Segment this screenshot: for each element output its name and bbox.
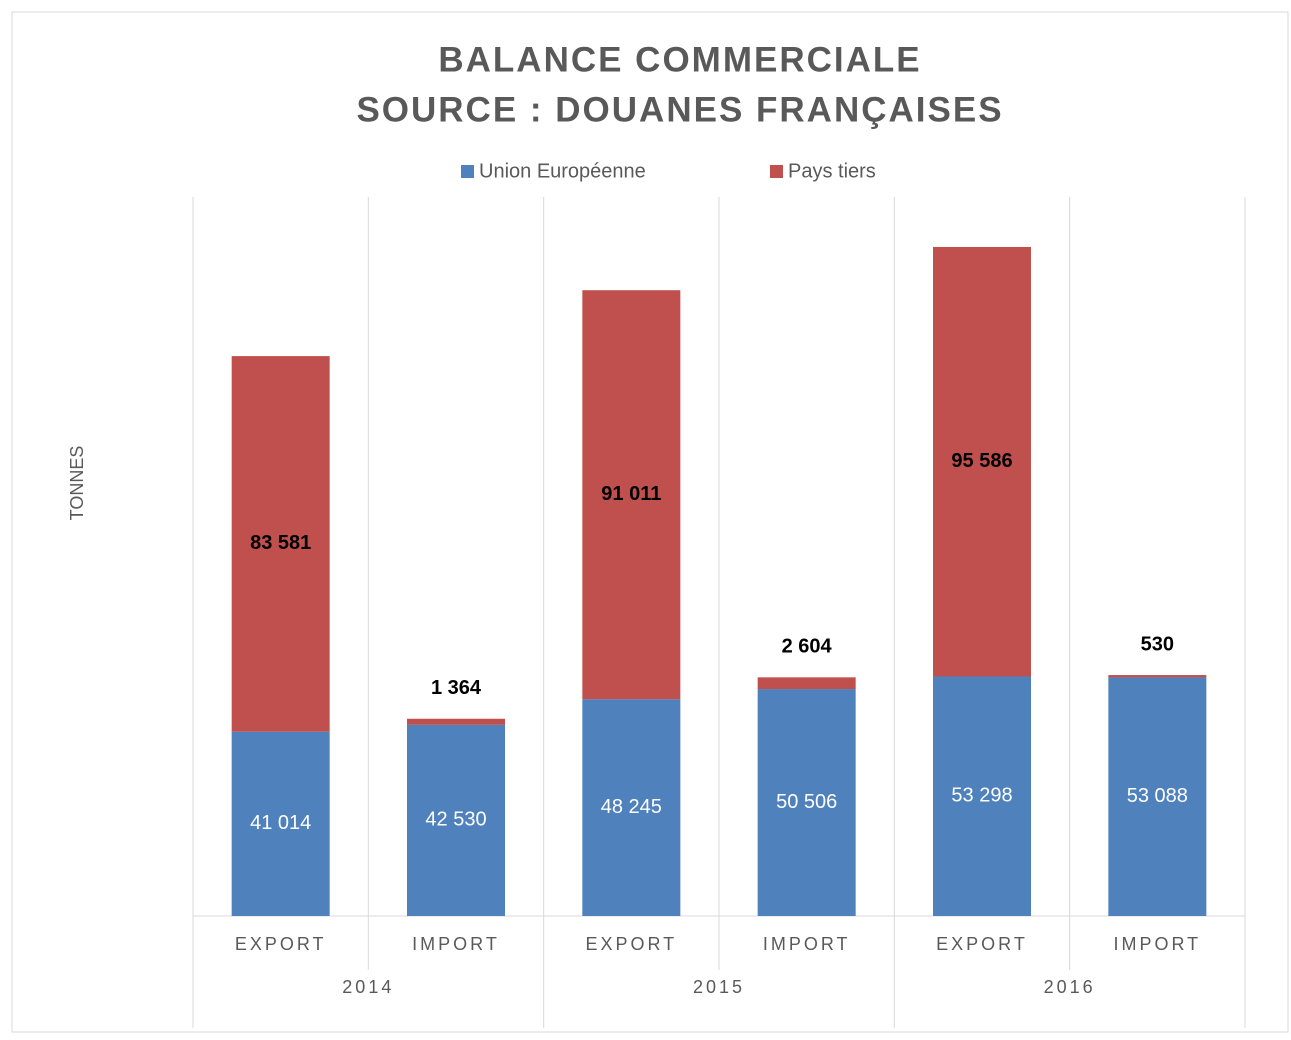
x-tick-label: EXPORT: [936, 934, 1028, 954]
bar-segment: [582, 699, 681, 916]
data-label: 2 604: [782, 636, 833, 658]
bar-segment: [757, 677, 856, 690]
legend-label: Union Européenne: [479, 160, 646, 182]
data-label: 53 298: [951, 785, 1012, 807]
bar-segment: [1108, 677, 1207, 916]
y-axis-label: TONNES: [67, 446, 87, 521]
data-label: 53 088: [1127, 785, 1188, 807]
x-tick-label: IMPORT: [1113, 934, 1201, 954]
legend-swatch: [770, 165, 783, 178]
bar-segment: [1108, 675, 1207, 678]
bar-segment: [757, 689, 856, 916]
bar-segment: [407, 718, 505, 725]
data-label: 48 245: [601, 796, 662, 818]
x-tick-label: IMPORT: [412, 934, 500, 954]
group-label: 2015: [693, 977, 745, 997]
bar-segment: [582, 290, 681, 700]
bar-segment: [231, 731, 330, 916]
bar-segment: [407, 724, 505, 916]
data-label: 1 364: [431, 677, 482, 699]
x-tick-label: IMPORT: [763, 934, 851, 954]
data-label: 95 586: [951, 450, 1012, 472]
x-tick-label: EXPORT: [585, 934, 677, 954]
group-label: 2014: [342, 977, 394, 997]
x-tick-label: EXPORT: [235, 934, 327, 954]
data-label: 41 014: [250, 812, 311, 834]
bar-segment: [933, 676, 1031, 916]
data-label: 42 530: [425, 809, 486, 831]
bar-segment: [231, 356, 330, 732]
bar-segment: [933, 246, 1031, 677]
data-label: 50 506: [776, 791, 837, 813]
legend-swatch: [461, 165, 474, 178]
chart-title: BALANCE COMMERCIALE: [438, 40, 921, 79]
data-label: 91 011: [601, 483, 661, 505]
data-label: 530: [1141, 633, 1174, 655]
group-label: 2016: [1044, 977, 1096, 997]
data-label: 83 581: [250, 532, 311, 554]
chart-subtitle: SOURCE : DOUANES FRANÇAISES: [356, 90, 1003, 129]
legend-label: Pays tiers: [788, 160, 876, 182]
